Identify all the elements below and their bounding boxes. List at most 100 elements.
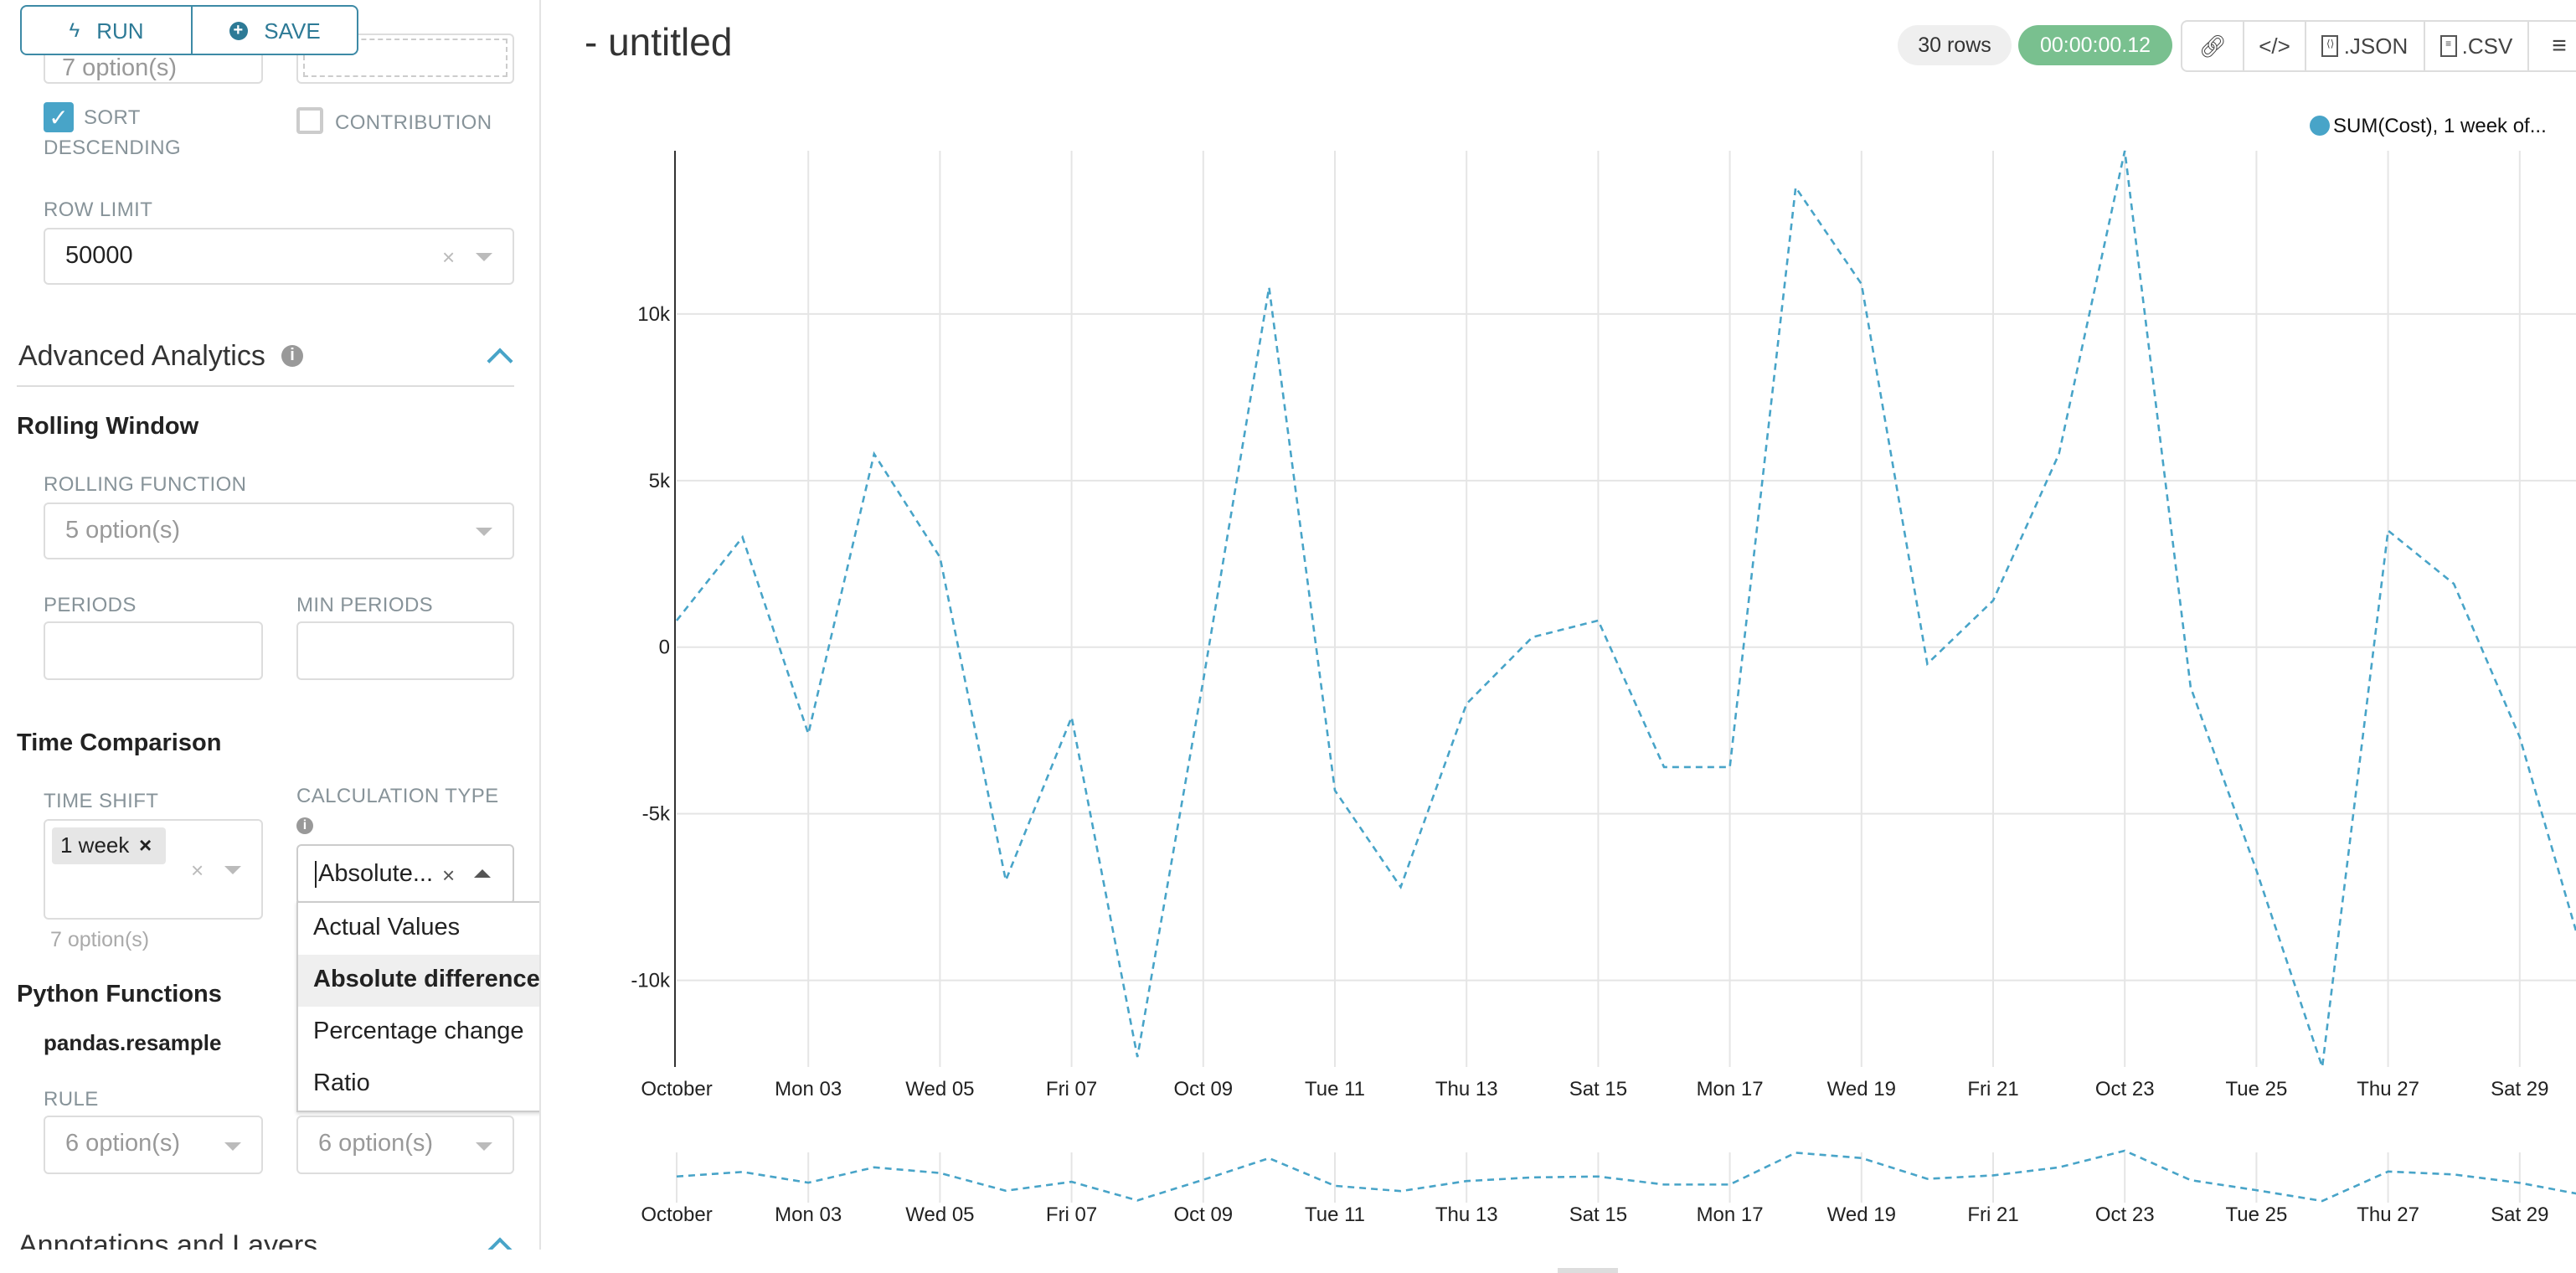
run-label: RUN [96, 18, 144, 43]
data-point [806, 731, 811, 736]
data-point [674, 618, 679, 623]
x-tick-label: Wed 19 [1827, 1078, 1896, 1100]
data-point [740, 534, 745, 539]
data-point [2188, 684, 2193, 689]
periods-input[interactable] [44, 621, 263, 680]
time-shift-tag-label: 1 week [60, 832, 130, 858]
data-point [2057, 451, 2062, 456]
time-shift-select[interactable]: 1 week × × [44, 819, 263, 920]
brush-handle[interactable] [1558, 1268, 1618, 1273]
x-tick-label: Mon 03 [775, 1078, 842, 1100]
y-tick-label: -5k [642, 803, 671, 826]
option-actual-values[interactable]: Actual Values [313, 915, 461, 941]
python-functions-title: Python Functions [17, 982, 222, 1008]
caret-up-icon [474, 869, 491, 878]
data-point [2320, 1064, 2325, 1069]
info-icon: i [281, 345, 303, 367]
chart-title[interactable]: - untitled [585, 20, 733, 64]
export-json-button[interactable]: ⟨⟩ .JSON [2306, 22, 2425, 70]
x-tick-label: Sat 29 [2491, 1078, 2548, 1100]
option-percentage-change[interactable]: Percentage change [313, 1018, 524, 1045]
bolt-icon: ϟ [69, 18, 80, 42]
rolling-function-label: ROLLING FUNCTION [44, 472, 247, 496]
csv-label: .CSV [2461, 34, 2513, 59]
sort-descending-checkbox[interactable]: ✓ [44, 102, 74, 132]
pandas-resample-label: pandas.resample [44, 1030, 222, 1055]
data-point [937, 554, 942, 559]
brush-x-tick-label: Thu 27 [2357, 1203, 2419, 1226]
brush-x-tick-label: Thu 13 [1435, 1203, 1498, 1226]
method-select[interactable]: 6 option(s) [296, 1116, 514, 1174]
legend-item[interactable]: SUM(Cost), 1 week of... [2310, 114, 2547, 137]
clear-icon[interactable]: × [442, 245, 456, 270]
x-tick-label: Mon 17 [1697, 1078, 1764, 1100]
legend-label: SUM(Cost), 1 week of... [2333, 114, 2547, 137]
plus-circle-icon: + [229, 21, 248, 39]
remove-tag-icon[interactable]: × [139, 832, 152, 858]
row-limit-label: ROW LIMIT [44, 198, 153, 221]
sidebar: 7 option(s) ϟ RUN + SAVE ✓ SORT DESCENDING… [0, 0, 541, 1250]
data-point [1530, 635, 1535, 640]
save-button[interactable]: + SAVE [193, 7, 357, 54]
y-tick-label: 0 [659, 636, 670, 659]
data-point [2122, 148, 2127, 153]
row-limit-select[interactable]: 50000 × [44, 228, 514, 285]
brush-x-tick-label: Sat 15 [1569, 1203, 1627, 1226]
link-button[interactable]: 🔗︎ [2182, 22, 2244, 70]
x-tick-label: Fri 07 [1046, 1078, 1097, 1100]
clear-icon[interactable]: × [442, 863, 456, 888]
brush-x-tick-label: Wed 05 [905, 1203, 974, 1226]
run-button[interactable]: ϟ RUN [22, 7, 193, 54]
option-ratio[interactable]: Ratio [313, 1070, 370, 1097]
brush-x-tick-label: Fri 21 [1967, 1203, 2018, 1226]
option-absolute-difference[interactable]: Absolute difference [298, 955, 539, 1007]
link-icon: 🔗︎ [2198, 33, 2227, 58]
data-point [872, 451, 877, 456]
clear-icon[interactable]: × [191, 858, 204, 883]
time-shift-hint: 7 option(s) [50, 928, 150, 951]
x-tick-label: Wed 05 [905, 1078, 974, 1100]
brush-x-tick-label: Oct 23 [2095, 1203, 2155, 1226]
rolling-function-select[interactable]: 5 option(s) [44, 502, 514, 559]
x-tick-label: Sat 15 [1569, 1078, 1627, 1100]
brush-x-tick-label: Tue 25 [2225, 1203, 2287, 1226]
data-point [1399, 884, 1404, 889]
rule-placeholder: 6 option(s) [65, 1131, 181, 1157]
contribution-checkbox[interactable] [296, 107, 323, 134]
row-limit-value: 50000 [65, 243, 133, 270]
x-tick-label: Oct 23 [2095, 1078, 2155, 1100]
data-point [1991, 598, 1996, 603]
more-menu-button[interactable]: ≡ [2529, 22, 2576, 70]
contribution-label: CONTRIBUTION [335, 111, 492, 134]
sort-descending-label-2: DESCENDING [44, 136, 182, 159]
caret-down-icon [224, 866, 241, 874]
data-point [1662, 765, 1667, 770]
advanced-analytics-title[interactable]: Advanced Analytics [18, 340, 265, 372]
timer-badge: 00:00:00.12 [2018, 25, 2172, 65]
time-shift-label: TIME SHIFT [44, 789, 159, 812]
brush-series-line [676, 1149, 2576, 1203]
data-point [1595, 618, 1600, 623]
data-point [1332, 788, 1337, 793]
dashed-input [303, 39, 507, 77]
file-text-icon: ≡ [2439, 35, 2457, 57]
info-icon: i [296, 817, 313, 834]
data-point [2517, 734, 2522, 740]
brush-x-tick-label: October [641, 1203, 712, 1226]
top-select-value: 7 option(s) [62, 55, 178, 82]
brush-x-tick-label: Wed 19 [1827, 1203, 1896, 1226]
data-point [2386, 528, 2391, 533]
calculation-type-select[interactable]: Absolute... × [296, 844, 514, 904]
rows-badge: 30 rows [1898, 25, 2012, 65]
x-tick-label: Tue 11 [1305, 1078, 1365, 1100]
min-periods-input[interactable] [296, 621, 514, 680]
data-point [1135, 1054, 1140, 1059]
calculation-type-value[interactable]: Absolute... [315, 861, 433, 888]
rule-select[interactable]: 6 option(s) [44, 1116, 263, 1174]
export-csv-button[interactable]: ≡ .CSV [2425, 22, 2529, 70]
annotations-title[interactable]: Annotations and Layers [18, 1229, 318, 1250]
data-point [2451, 581, 2456, 586]
embed-code-button[interactable]: </> [2244, 22, 2306, 70]
data-point [1464, 701, 1469, 706]
